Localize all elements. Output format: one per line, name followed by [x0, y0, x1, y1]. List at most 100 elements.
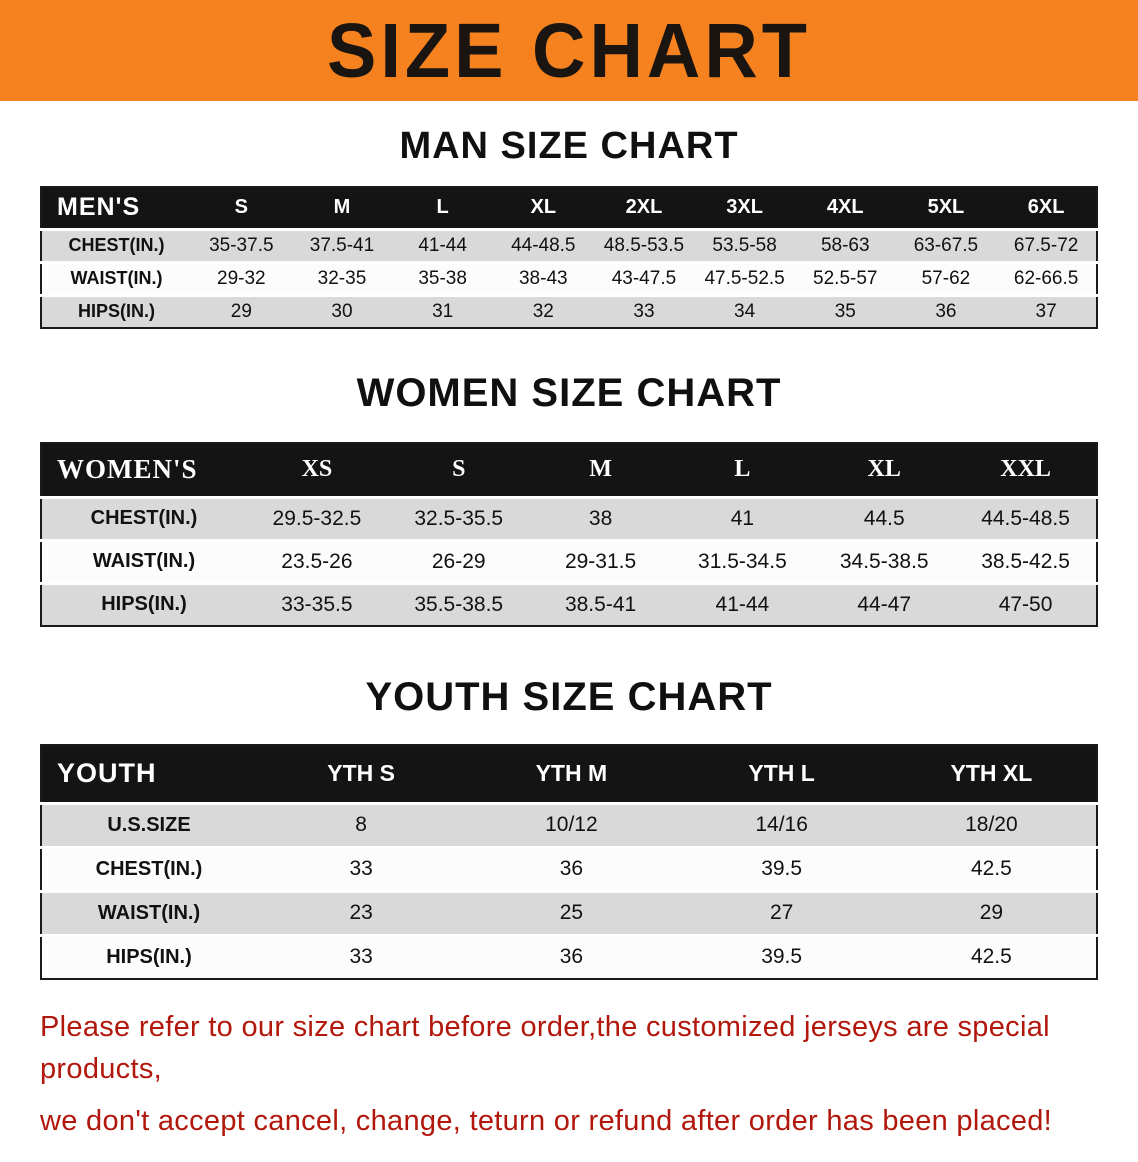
- size-value: 8: [355, 813, 367, 836]
- size-value: 31: [432, 300, 454, 322]
- size-value: 36: [559, 945, 584, 969]
- size-value: 34.5-38.5: [839, 549, 929, 573]
- size-value: 39.5: [761, 857, 803, 880]
- size-value: 35.5-38.5: [414, 592, 504, 616]
- row-label: CHEST(IN.): [95, 857, 203, 880]
- size-value: 48.5-53.5: [603, 234, 685, 256]
- table-row: CHEST(IN.) 35-37.5 37.5-41 41-44 44-48.5 48.5…: [41, 229, 1097, 262]
- women-size-table: WOMEN'S XS S M L XL XXL CHEST(IN.) 29.5-32.5 32.5…: [40, 442, 1098, 627]
- table-row: HIPS(IN.) 33-35.5 35.5-38.5 38.5-41 41-44 44-…: [41, 583, 1097, 626]
- row-label: WAIST(IN.): [92, 550, 196, 572]
- table-row: WAIST(IN.) 23.5-26 26-29 29-31.5 31.5-34.5 34…: [41, 540, 1097, 583]
- size-value: 32.5-35.5: [414, 506, 504, 530]
- size-value: 29-31.5: [564, 549, 637, 573]
- size-value: 29.5-32.5: [272, 506, 362, 530]
- youth-size-section: YOUTH SIZE CHART YOUTH YTH S YTH M YTH L YTH…: [0, 675, 1138, 980]
- size-value: 18/20: [965, 813, 1018, 836]
- size-value: 29: [979, 901, 1004, 924]
- size-value: 47-50: [998, 592, 1053, 616]
- size-column-header: XXL: [1000, 456, 1051, 483]
- size-value: 44-48.5: [511, 234, 576, 256]
- table-row: HIPS(IN.) 29 30 31 32 33 34 35 36 37: [41, 295, 1097, 328]
- table-title-cell: YOUTH: [57, 758, 157, 789]
- table-row: WAIST(IN.) 29-32 32-35 35-38 38-43 43-47.5 47.…: [41, 262, 1097, 295]
- table-row: HIPS(IN.) 33 36 39.5 42.5: [41, 935, 1097, 979]
- table-title-cell: MEN'S: [57, 193, 141, 222]
- row-label: CHEST(IN.): [90, 507, 198, 529]
- size-value: 33: [349, 945, 373, 969]
- size-value: 23: [349, 901, 373, 924]
- size-column-header: 2XL: [625, 196, 663, 219]
- size-value: 37.5-41: [309, 234, 375, 256]
- size-column-header: YTH L: [748, 760, 815, 787]
- youth-section-heading: YOUTH SIZE CHART: [365, 675, 773, 719]
- size-column-header: S: [452, 456, 466, 483]
- disclaimer-line-1: Please refer to our size chart before or…: [40, 1011, 1050, 1086]
- size-value: 44.5-48.5: [981, 506, 1070, 530]
- disclaimer-line-2: we don't accept cancel, change, teturn o…: [40, 1105, 1053, 1138]
- size-value: 41-44: [715, 592, 770, 616]
- size-value: 39.5: [761, 945, 803, 969]
- size-column-header: XL: [867, 456, 901, 483]
- page-title: SIZE CHART: [327, 7, 811, 94]
- size-column-header: YTH XL: [950, 760, 1033, 787]
- row-label: CHEST(IN.): [68, 235, 165, 255]
- size-value: 26-29: [431, 549, 486, 573]
- men-size-section: MAN SIZE CHART MEN'S S M L XL 2XL 3XL 4XL 5XL 6XL…: [0, 125, 1138, 329]
- row-label: HIPS(IN.): [101, 593, 187, 616]
- size-value: 67.5-72: [1013, 234, 1079, 256]
- men-size-table: MEN'S S M L XL 2XL 3XL 4XL 5XL 6XL CHEST(IN.) 35-37…: [40, 186, 1098, 329]
- size-column-header: 3XL: [726, 196, 763, 219]
- size-column-header: S: [234, 196, 248, 219]
- table-row: WAIST(IN.) 23 25 27 29: [41, 891, 1097, 935]
- table-row: U.S.SIZE 8 10/12 14/16 18/20: [41, 803, 1097, 847]
- youth-size-table: YOUTH YTH S YTH M YTH L YTH XL U.S.SIZE 8 10/12…: [40, 744, 1098, 980]
- size-value: 25: [559, 901, 584, 924]
- size-value: 42.5: [970, 945, 1012, 969]
- table-header-row: MEN'S S M L XL 2XL 3XL 4XL 5XL 6XL: [41, 187, 1097, 229]
- size-value: 35-37.5: [209, 234, 274, 256]
- size-value: 52.5-57: [813, 267, 878, 289]
- row-label: WAIST(IN.): [70, 268, 163, 288]
- size-value: 32-35: [317, 267, 367, 289]
- size-column-header: 6XL: [1027, 196, 1065, 219]
- size-value: 29-32: [217, 267, 266, 289]
- size-value: 33: [349, 857, 373, 880]
- size-value: 32: [532, 300, 554, 322]
- size-value: 41-44: [418, 234, 467, 256]
- size-value: 42.5: [970, 857, 1012, 880]
- size-column-header: YTH M: [535, 760, 608, 787]
- size-column-header: M: [589, 456, 612, 483]
- size-value: 35-38: [418, 267, 467, 289]
- size-value: 38.5-42.5: [981, 549, 1070, 573]
- size-value: 36: [935, 300, 957, 322]
- size-value: 44.5: [863, 506, 905, 530]
- table-header-row: WOMEN'S XS S M L XL XXL: [41, 443, 1097, 497]
- size-value: 38-43: [518, 267, 568, 289]
- women-size-section: WOMEN SIZE CHART WOMEN'S XS S M L XL XXL CHEST(…: [0, 371, 1138, 627]
- size-column-header: XL: [530, 196, 557, 219]
- size-value: 35: [834, 300, 856, 322]
- size-value: 33-35.5: [281, 592, 353, 616]
- size-value: 63-67.5: [913, 234, 979, 256]
- size-column-header: XS: [301, 456, 333, 483]
- size-value: 30: [331, 300, 353, 322]
- size-value: 29: [230, 300, 252, 322]
- table-title-cell: WOMEN'S: [57, 454, 198, 485]
- men-section-heading: MAN SIZE CHART: [399, 125, 739, 167]
- size-value: 33: [633, 300, 655, 322]
- size-value: 44-47: [857, 592, 912, 616]
- size-value: 43-47.5: [611, 267, 677, 289]
- size-value: 34: [734, 300, 756, 322]
- table-row: CHEST(IN.) 29.5-32.5 32.5-35.5 38 41 44.5 44.5…: [41, 497, 1097, 540]
- size-value: 23.5-26: [281, 549, 353, 573]
- row-label: HIPS(IN.): [106, 945, 192, 968]
- table-row: CHEST(IN.) 33 36 39.5 42.5: [41, 847, 1097, 891]
- size-value: 47.5-52.5: [704, 267, 785, 289]
- size-column-header: L: [734, 456, 751, 483]
- size-value: 37: [1035, 300, 1057, 322]
- size-value: 41: [730, 506, 755, 530]
- order-disclaimer: Please refer to our size chart before or…: [40, 1006, 1102, 1142]
- size-column-header: 4XL: [826, 196, 864, 219]
- size-column-header: L: [436, 196, 449, 219]
